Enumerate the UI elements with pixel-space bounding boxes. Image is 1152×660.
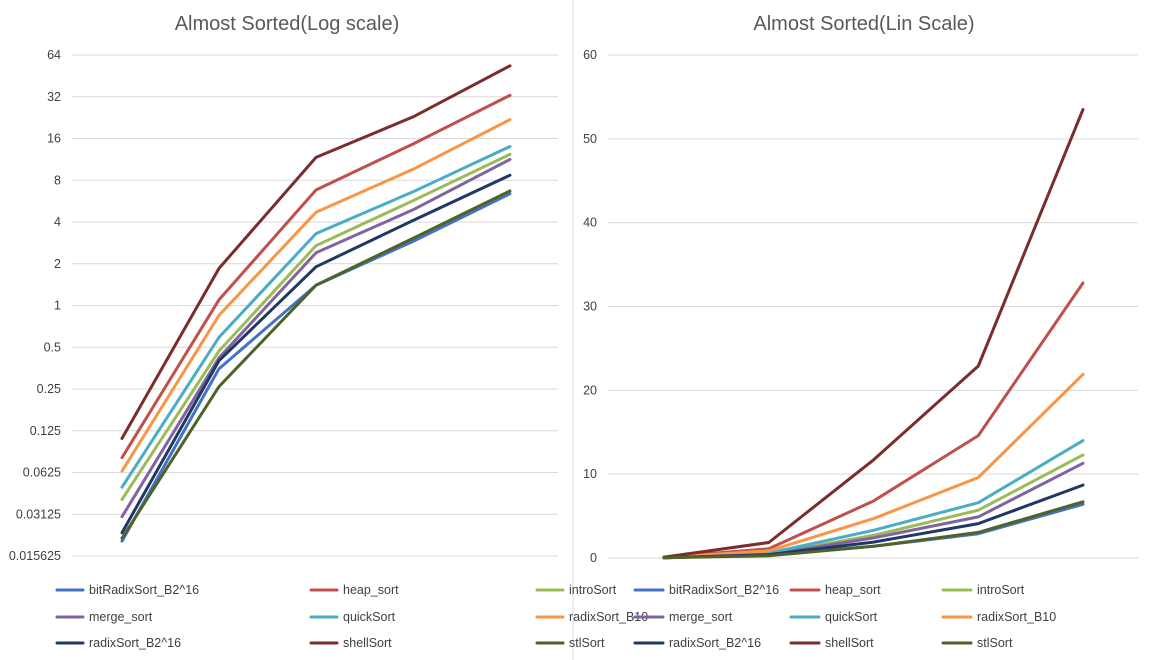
y-tick-label: 0.03125 [16,507,61,521]
y-tick-label: 4 [54,215,61,229]
legend-item-radixsort-b2-16: radixSort_B2^16 [633,636,761,650]
legend-log: bitRadixSort_B2^16 heap_sort introSort merg… [55,583,648,650]
legend-item-heap-sort: heap_sort [789,583,881,597]
y-tick-label: 60 [583,48,597,62]
legend-label: quickSort [343,610,396,624]
legend-item-stlsort: stlSort [941,636,1013,650]
legend-label: radixSort_B2^16 [89,636,181,650]
y-gridlines-log [72,54,558,557]
y-tick-label: 8 [54,173,61,187]
legend-item-quicksort: quickSort [789,610,878,624]
legend-item-merge-sort: merge_sort [633,610,733,624]
legend-label: radixSort_B10 [977,610,1056,624]
chart-title-linear: Almost Sorted(Lin Scale) [753,13,974,35]
y-tick-label: 50 [583,132,597,146]
series-line-merge-sort [120,157,512,519]
y-tick-label: 64 [47,48,61,62]
legend-label: shellSort [825,636,874,650]
legend-item-stlsort: stlSort [535,636,605,650]
series-line-radixsort-b2-16 [120,173,512,535]
series-line-radixsort-b10 [120,118,512,473]
legend-label: merge_sort [89,610,153,624]
y-tick-label: 40 [583,216,597,230]
legend-label: introSort [569,583,617,597]
legend-item-radixsort-b10: radixSort_B10 [535,610,648,624]
series-lines-linear [662,108,1085,560]
legend-item-introsort: introSort [535,583,617,597]
chart-title-log: Almost Sorted(Log scale) [175,13,400,35]
y-tick-labels-linear: 0 10 20 30 40 50 60 [583,48,597,565]
legend-item-radixsort-b10: radixSort_B10 [941,610,1056,624]
y-tick-label: 0.0625 [23,466,61,480]
series-line-introsort [120,152,512,501]
series-line-stlsort [662,500,1085,560]
legend-label: radixSort_B10 [569,610,648,624]
series-line-shellsort [120,64,512,440]
legend-label: radixSort_B2^16 [669,636,761,650]
legend-label: bitRadixSort_B2^16 [669,583,779,597]
chart-log-scale: Almost Sorted(Log scale) 0.015625 0.03125… [9,13,648,650]
legend-item-heap-sort: heap_sort [309,583,399,597]
legend-label: stlSort [569,636,605,650]
y-tick-label: 0.015625 [9,549,61,563]
y-tick-label: 16 [47,132,61,146]
y-tick-labels-log: 0.015625 0.03125 0.0625 0.125 0.25 0.5 1 2 4 8 16 3… [9,48,61,563]
y-tick-label: 10 [583,467,597,481]
legend-item-merge-sort: merge_sort [55,610,153,624]
legend-label: merge_sort [669,610,733,624]
series-line-stlsort [120,189,512,540]
legend-item-radixsort-b2-16: radixSort_B2^16 [55,636,181,650]
y-tick-label: 32 [47,90,61,104]
y-tick-label: 30 [583,300,597,314]
y-gridlines-linear [608,54,1138,559]
y-tick-label: 2 [54,257,61,271]
legend-label: heap_sort [825,583,881,597]
y-tick-label: 1 [54,299,61,313]
legend-item-quicksort: quickSort [309,610,396,624]
legend-item-shellsort: shellSort [309,636,392,650]
legend-label: stlSort [977,636,1013,650]
y-tick-label: 0.5 [44,340,61,354]
legend-linear: bitRadixSort_B2^16 heap_sort introSort merg… [633,583,1056,650]
series-line-radixsort-b10 [662,372,1085,559]
y-tick-label: 0 [590,551,597,565]
legend-item-bitradixsort-b2-16: bitRadixSort_B2^16 [633,583,779,597]
legend-label: shellSort [343,636,392,650]
series-lines-log [120,64,512,543]
legend-item-bitradixsort-b2-16: bitRadixSort_B2^16 [55,583,199,597]
legend-label: heap_sort [343,583,399,597]
y-tick-label: 0.25 [37,382,61,396]
chart-linear-scale: Almost Sorted(Lin Scale) 0 10 20 30 40 50 60 b… [583,13,1138,650]
legend-label: bitRadixSort_B2^16 [89,583,199,597]
legend-label: quickSort [825,610,878,624]
series-line-shellsort [662,108,1085,559]
series-line-heap-sort [120,93,512,460]
y-tick-label: 0.125 [30,424,61,438]
legend-label: introSort [977,583,1025,597]
legend-item-introsort: introSort [941,583,1025,597]
legend-item-shellsort: shellSort [789,636,874,650]
y-tick-label: 20 [583,383,597,397]
series-line-heap-sort [662,281,1085,559]
series-line-quicksort [120,145,512,489]
